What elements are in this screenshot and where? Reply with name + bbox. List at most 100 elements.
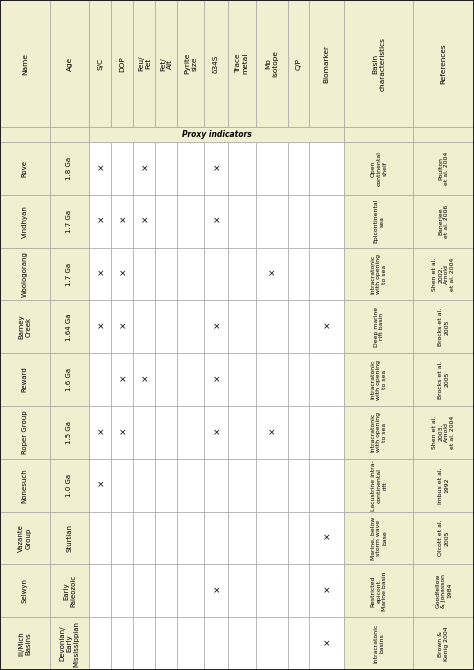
Text: Lacustrine intra-
continental
rift: Lacustrine intra- continental rift xyxy=(371,460,387,511)
Bar xyxy=(155,512,177,564)
Text: Shen et al.
2002,
Arnold
et al. 2004: Shen et al. 2002, Arnold et al. 2004 xyxy=(432,257,455,291)
Bar xyxy=(309,195,345,248)
Text: Woologorang: Woologorang xyxy=(22,251,28,297)
Text: Shen et al.
2003,
Arnold
et al. 2004: Shen et al. 2003, Arnold et al. 2004 xyxy=(432,415,455,449)
Bar xyxy=(309,512,345,564)
Bar xyxy=(204,617,228,670)
Text: Trace
metal: Trace metal xyxy=(236,53,248,74)
Bar xyxy=(413,0,474,127)
Bar xyxy=(133,300,155,353)
Text: Imbus et al.
1992: Imbus et al. 1992 xyxy=(438,467,449,504)
Text: 1.7 Ga: 1.7 Ga xyxy=(66,263,73,285)
Text: ×: × xyxy=(212,428,220,437)
Text: Deep marine
rift basin: Deep marine rift basin xyxy=(374,307,384,347)
Bar xyxy=(204,512,228,564)
Bar xyxy=(111,142,133,195)
Bar xyxy=(111,406,133,459)
Text: ×: × xyxy=(97,428,104,437)
Text: Banerjee
et al. 2006: Banerjee et al. 2006 xyxy=(438,204,449,238)
Bar xyxy=(345,127,413,142)
Bar xyxy=(111,300,133,353)
Bar xyxy=(133,0,155,127)
Bar xyxy=(133,406,155,459)
Bar xyxy=(0,512,50,564)
Bar xyxy=(228,195,256,248)
Text: Olcott et al.
2005: Olcott et al. 2005 xyxy=(438,520,449,556)
Text: Roper Group: Roper Group xyxy=(22,411,28,454)
Bar xyxy=(111,512,133,564)
Bar xyxy=(111,459,133,512)
Text: ×: × xyxy=(212,375,220,384)
Bar xyxy=(177,353,204,406)
Text: ×: × xyxy=(97,269,104,279)
Bar xyxy=(256,353,288,406)
Text: Rove: Rove xyxy=(22,160,28,177)
Bar xyxy=(89,0,111,127)
Bar xyxy=(155,459,177,512)
Bar xyxy=(89,564,111,617)
Text: 1.64 Ga: 1.64 Ga xyxy=(66,313,73,340)
Bar xyxy=(155,564,177,617)
Text: Epicontinental
sea: Epicontinental sea xyxy=(374,199,384,243)
Text: Poulton
et al. 2004: Poulton et al. 2004 xyxy=(438,152,449,185)
Text: Basin
characteristics: Basin characteristics xyxy=(373,37,385,90)
Bar xyxy=(288,0,309,127)
Text: ×: × xyxy=(323,322,330,332)
Bar xyxy=(0,0,50,127)
Bar xyxy=(204,0,228,127)
Bar xyxy=(288,142,309,195)
Bar xyxy=(177,459,204,512)
Bar xyxy=(413,127,474,142)
Bar xyxy=(345,142,413,195)
Bar xyxy=(155,195,177,248)
Bar xyxy=(177,512,204,564)
Bar xyxy=(256,0,288,127)
Bar xyxy=(345,353,413,406)
Text: Vazante
Group: Vazante Group xyxy=(18,524,31,552)
Bar xyxy=(50,564,89,617)
Text: Goodfellow
& Jonasson
1984: Goodfellow & Jonasson 1984 xyxy=(436,574,452,608)
Bar xyxy=(50,459,89,512)
Bar xyxy=(50,195,89,248)
Text: Intracratonic
with opening
to sea: Intracratonic with opening to sea xyxy=(371,413,387,452)
Bar xyxy=(309,248,345,300)
Bar xyxy=(345,406,413,459)
Bar xyxy=(309,353,345,406)
Text: Intracratonic
with opening
to sea: Intracratonic with opening to sea xyxy=(371,254,387,294)
Text: ×: × xyxy=(118,428,126,437)
Bar xyxy=(89,300,111,353)
Bar xyxy=(345,195,413,248)
Bar xyxy=(50,406,89,459)
Text: Proxy indicators: Proxy indicators xyxy=(182,130,252,139)
Bar xyxy=(309,564,345,617)
Bar xyxy=(133,459,155,512)
Bar xyxy=(177,142,204,195)
Text: 1.5 Ga: 1.5 Ga xyxy=(66,421,73,444)
Text: ×: × xyxy=(323,533,330,543)
Text: Sturtian: Sturtian xyxy=(66,524,73,552)
Bar xyxy=(133,564,155,617)
Text: Pyrite
size: Pyrite size xyxy=(184,53,197,74)
Bar xyxy=(50,617,89,670)
Bar xyxy=(133,617,155,670)
Bar xyxy=(288,195,309,248)
Text: Ill/Mich
Basins: Ill/Mich Basins xyxy=(18,631,31,656)
Bar xyxy=(288,353,309,406)
Text: Fet/
Alt: Fet/ Alt xyxy=(160,57,173,70)
Bar xyxy=(133,353,155,406)
Bar xyxy=(177,248,204,300)
Bar xyxy=(413,248,474,300)
Bar xyxy=(345,300,413,353)
Bar xyxy=(89,512,111,564)
Text: 1.8 Ga: 1.8 Ga xyxy=(66,157,73,180)
Text: ×: × xyxy=(268,428,275,437)
Text: ×: × xyxy=(97,480,104,490)
Bar xyxy=(345,564,413,617)
Bar xyxy=(155,248,177,300)
Bar xyxy=(155,617,177,670)
Bar xyxy=(111,0,133,127)
Bar xyxy=(228,564,256,617)
Bar xyxy=(256,564,288,617)
Bar xyxy=(177,406,204,459)
Text: Vindhyan: Vindhyan xyxy=(22,205,28,238)
